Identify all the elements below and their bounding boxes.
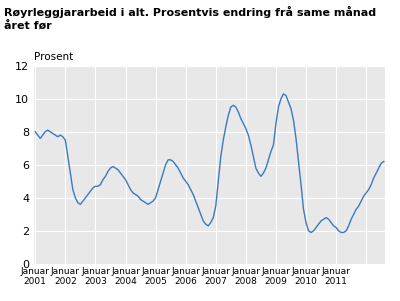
Text: Prosent: Prosent (34, 52, 73, 62)
Text: Røyrleggjararbeid i alt. Prosentvis endring frå same månad året før: Røyrleggjararbeid i alt. Prosentvis endr… (4, 6, 376, 30)
